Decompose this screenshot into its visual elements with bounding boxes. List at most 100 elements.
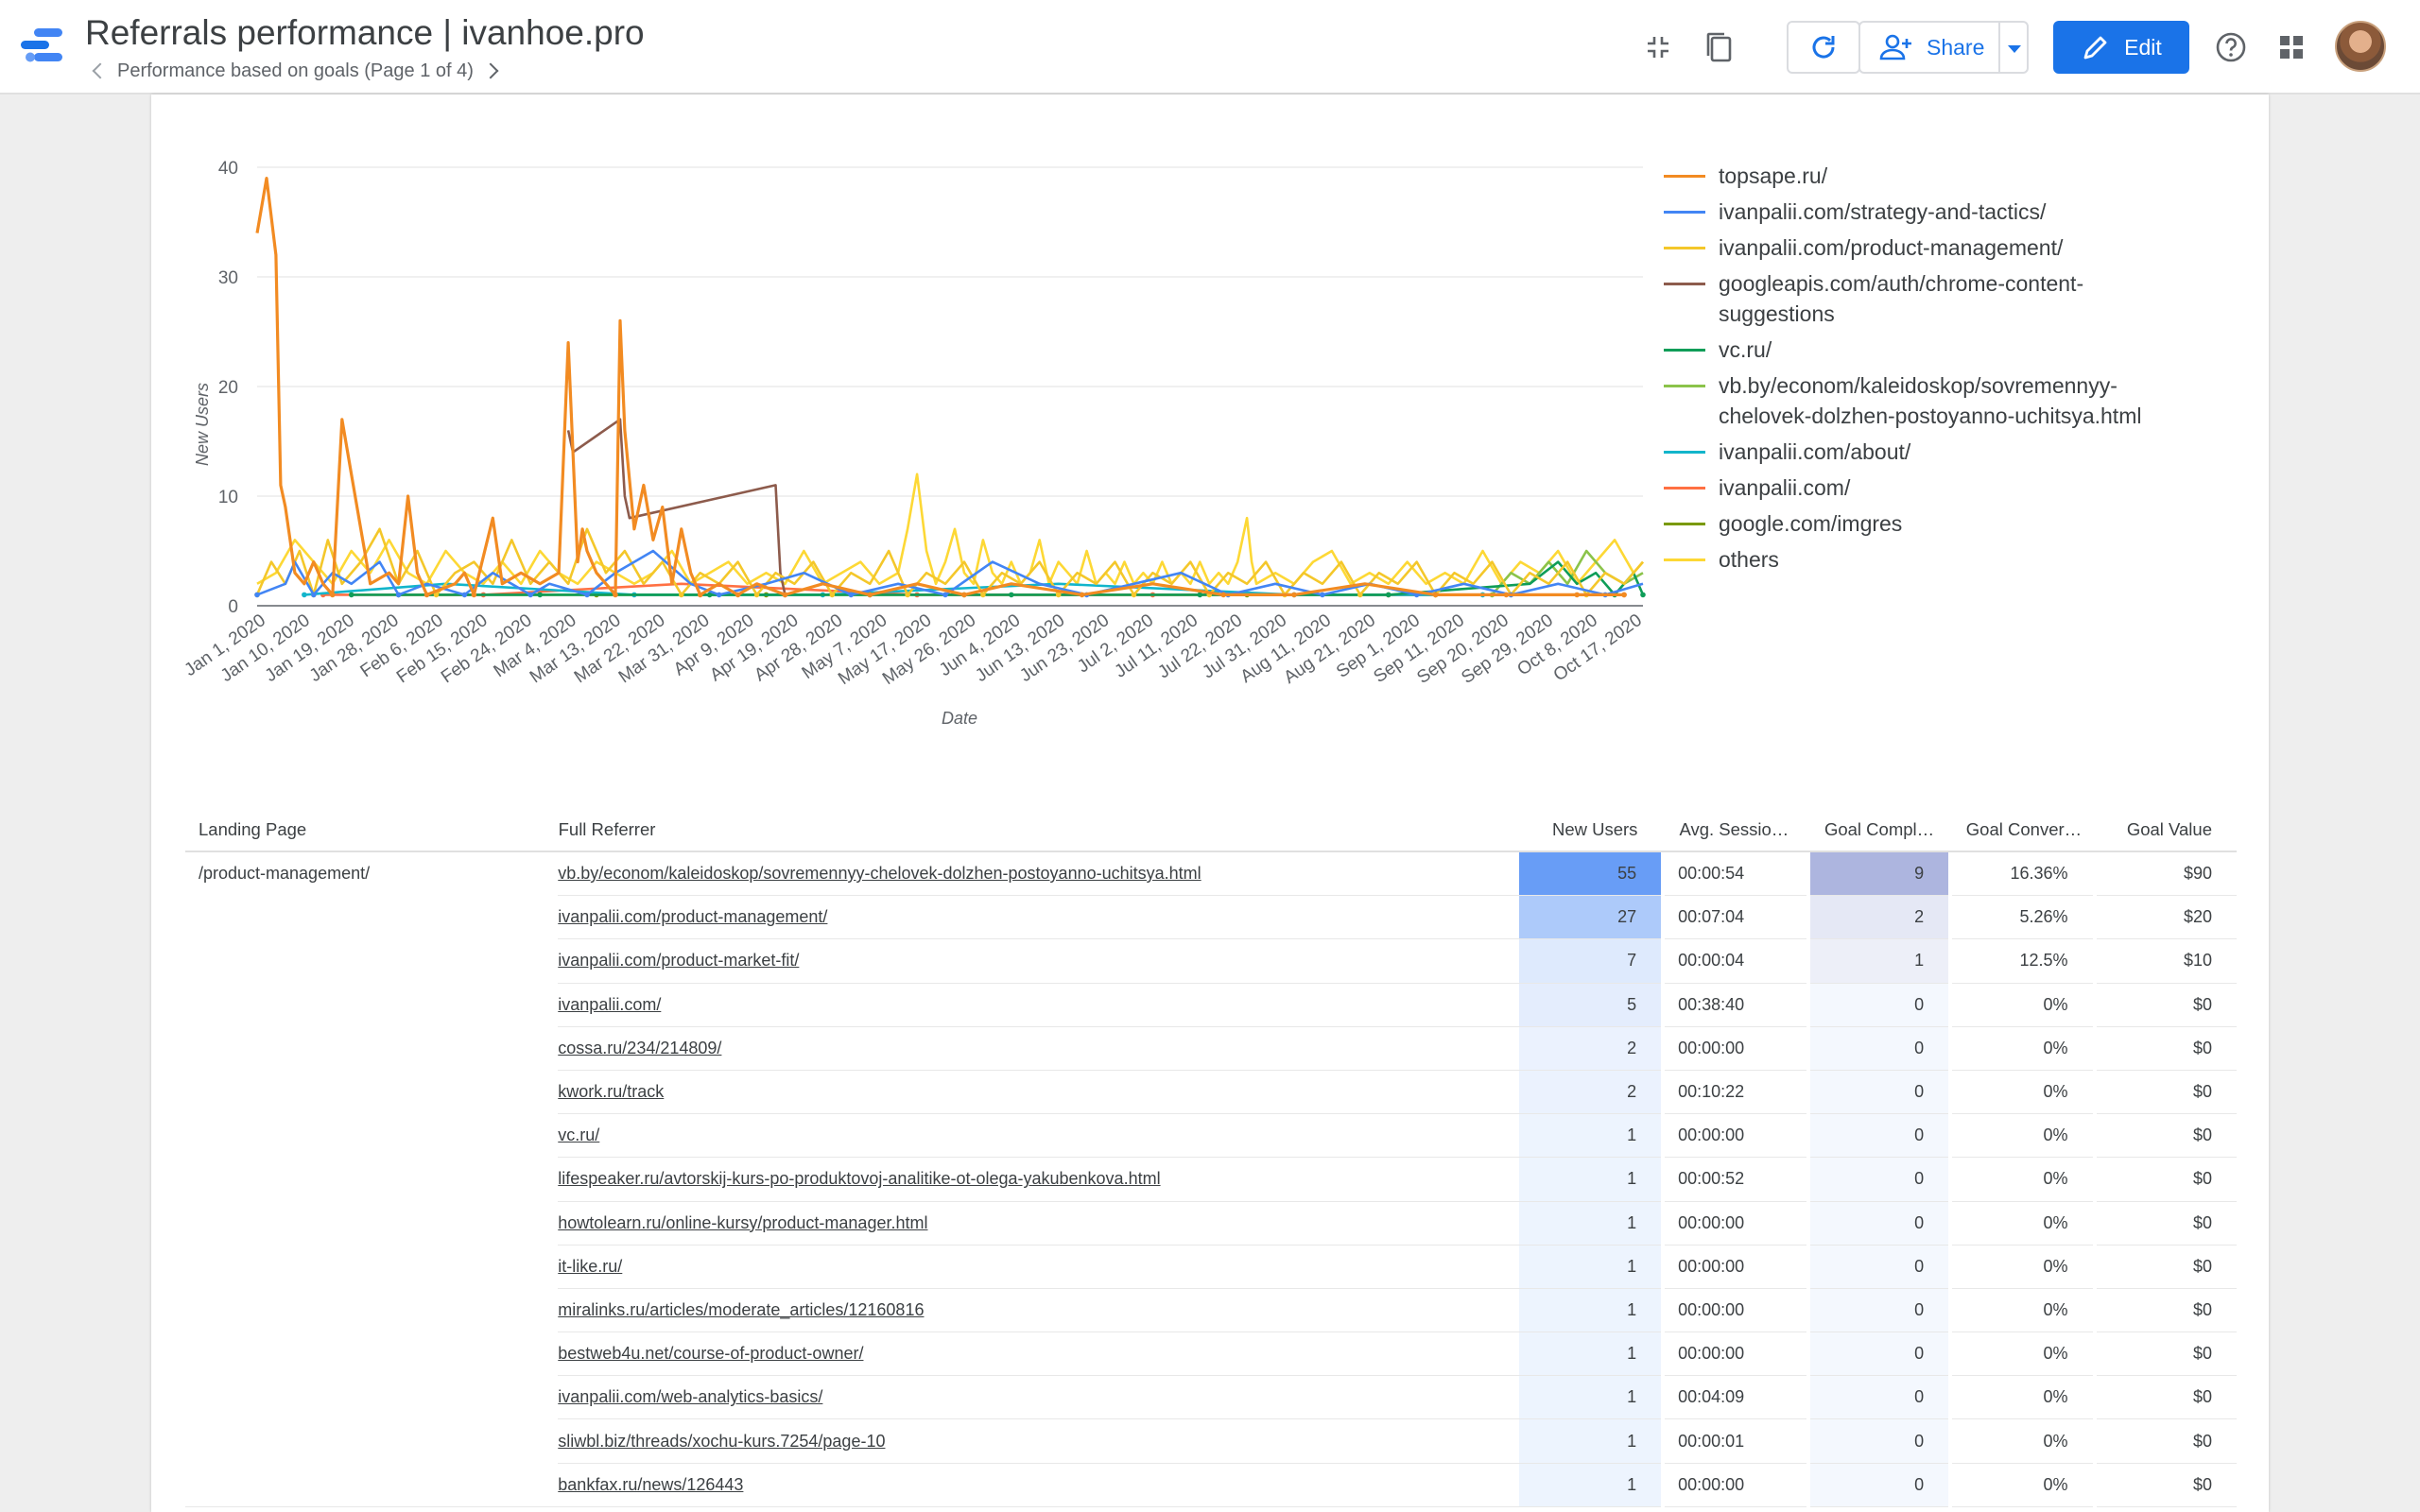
referrer-link[interactable]: it-like.ru/: [558, 1256, 623, 1276]
copy-report-icon[interactable]: [1696, 25, 1741, 70]
referrer-link[interactable]: kwork.ru/track: [558, 1082, 665, 1102]
exit-fullscreen-icon[interactable]: [1635, 25, 1681, 70]
table-row[interactable]: howtolearn.ru/online-kursy/product-manag…: [185, 1201, 2237, 1246]
column-header-full-referrer[interactable]: Full Referrer: [558, 819, 656, 839]
column-header-landing-page[interactable]: Landing Page: [199, 819, 307, 839]
table-row[interactable]: /product-management/vb.by/econom/kaleido…: [185, 852, 2237, 897]
table-row[interactable]: cossa.ru/234/214809/2 00:00:00 0 0% $0: [185, 1026, 2237, 1071]
legend-label: vc.ru/: [1719, 337, 1772, 362]
data-point: [311, 592, 317, 598]
referrer-cell: bankfax.ru/news/126443: [558, 1464, 1519, 1507]
report-canvas: 0 10 20 30 40 Jan 1, 2020 Jan 10, 2020 Jan 19, …: [151, 94, 2269, 1512]
table-row[interactable]: ivanpalii.com/5 00:38:40 0 0% $0: [185, 983, 2237, 1027]
apps-grid-icon[interactable]: [2269, 25, 2314, 70]
table-row[interactable]: lifespeaker.ru/avtorskij-kurs-po-produkt…: [185, 1158, 2237, 1202]
referrer-link[interactable]: ivanpalii.com/: [558, 994, 662, 1014]
referrer-link[interactable]: bestweb4u.net/course-of-product-owner/: [558, 1344, 864, 1364]
column-header-new-users[interactable]: New Users: [1551, 819, 1638, 839]
landing-page-cell: [185, 1027, 558, 1071]
data-point: [395, 592, 402, 598]
referrer-link[interactable]: ivanpalii.com/web-analytics-basics/: [558, 1387, 823, 1407]
landing-page-cell: [185, 984, 558, 1027]
page-navigator: Performance based on goals (Page 1 of 4): [85, 59, 508, 83]
table-row[interactable]: bankfax.ru/news/126443 1 00:00:00 0 0% $0: [185, 1463, 2237, 1507]
pencil-icon: [2083, 36, 2107, 60]
column-header-avg-session-duration[interactable]: Avg. Sessio…: [1679, 819, 1789, 839]
legend-swatch: [1664, 558, 1705, 561]
goal-conversion-rate-cell: 0%: [1952, 1027, 2093, 1071]
referrer-link[interactable]: cossa.ru/234/214809/: [558, 1038, 722, 1057]
share-dropdown-arrow-icon[interactable]: [2000, 23, 2027, 72]
column-header-goal-value[interactable]: Goal Value: [2126, 819, 2212, 839]
data-point: [848, 592, 855, 598]
referrer-cell: ivanpalii.com/product-market-fit/: [558, 939, 1519, 984]
avatar[interactable]: [2335, 21, 2386, 72]
data-point: [1291, 592, 1297, 598]
table-row[interactable]: ivanpalii.com/product-management/27 00:07…: [185, 896, 2237, 940]
legend-item[interactable]: vc.ru/: [1664, 335, 2193, 365]
data-studio-logo-icon[interactable]: [21, 25, 66, 70]
table-row[interactable]: kwork.ru/track 2 00:10:22 0 0% $0: [185, 1070, 2237, 1115]
landing-page-cell: [185, 1114, 558, 1158]
column-header-goal-completions[interactable]: Goal Compl…: [1824, 819, 1935, 839]
legend-item[interactable]: ivanpalii.com/about/: [1664, 437, 2193, 467]
avg-session-duration-cell: 00:00:54: [1665, 852, 1806, 897]
data-point: [1009, 592, 1014, 598]
goal-value-cell: $0: [2096, 1027, 2237, 1071]
goal-value-cell: $10: [2096, 939, 2237, 984]
referrer-link[interactable]: miralinks.ru/articles/moderate_articles/…: [558, 1299, 925, 1319]
referrer-cell: lifespeaker.ru/avtorskij-kurs-po-produkt…: [558, 1158, 1519, 1202]
table-header: Landing Page Full Referrer New Users Avg…: [185, 809, 2237, 852]
new-users-cell: 27: [1518, 896, 1662, 940]
data-point: [584, 592, 590, 598]
referrer-cell: sliwbl.biz/threads/xochu-kurs.7254/page-…: [558, 1419, 1519, 1464]
legend-item[interactable]: ivanpalii.com/: [1664, 472, 2193, 503]
referrer-link[interactable]: lifespeaker.ru/avtorskij-kurs-po-produkt…: [558, 1169, 1161, 1189]
goal-conversion-rate-cell: 0%: [1952, 1376, 2093, 1420]
referrer-link[interactable]: sliwbl.biz/threads/xochu-kurs.7254/page-…: [558, 1431, 886, 1451]
legend-item[interactable]: ivanpalii.com/strategy-and-tactics/: [1664, 197, 2193, 227]
goal-conversion-rate-cell: 0%: [1952, 1158, 2093, 1202]
legend-item[interactable]: googleapis.com/auth/chrome-content-sugge…: [1664, 268, 2193, 329]
goal-value-cell: $0: [2096, 1246, 2237, 1289]
legend-item[interactable]: google.com/imgres: [1664, 508, 2193, 539]
referrer-link[interactable]: bankfax.ru/news/126443: [558, 1474, 744, 1494]
share-button[interactable]: Share: [1860, 23, 2001, 72]
legend-swatch: [1664, 385, 1705, 387]
table-row[interactable]: sliwbl.biz/threads/xochu-kurs.7254/page-…: [185, 1419, 2237, 1464]
data-point: [1320, 592, 1325, 598]
data-point: [302, 592, 307, 598]
legend-item[interactable]: topsape.ru/: [1664, 161, 2193, 191]
goal-value-cell: $0: [2096, 1376, 2237, 1420]
legend-swatch: [1664, 487, 1705, 490]
landing-page-cell: [185, 1158, 558, 1201]
goal-conversion-rate-cell: 0%: [1952, 1202, 2093, 1246]
referrer-link[interactable]: vb.by/econom/kaleidoskop/sovremennyy-che…: [558, 864, 1201, 884]
new-users-cell: 1: [1518, 1201, 1662, 1246]
goal-conversion-rate-cell: 0%: [1952, 1464, 2093, 1507]
column-header-goal-conversion-rate[interactable]: Goal Conver…: [1965, 819, 2083, 839]
referrer-link[interactable]: vc.ru/: [558, 1125, 600, 1145]
table-row[interactable]: ivanpalii.com/web-analytics-basics/1 00:0…: [185, 1376, 2237, 1420]
referrer-link[interactable]: ivanpalii.com/product-management/: [558, 907, 828, 927]
legend-item[interactable]: vb.by/econom/kaleidoskop/sovremennyy-che…: [1664, 370, 2193, 431]
legend-swatch: [1664, 451, 1705, 454]
table-row[interactable]: ivanpalii.com/product-market-fit/7 00:00:…: [185, 939, 2237, 984]
goal-completions-cell: 9: [1809, 852, 1949, 897]
referrer-link[interactable]: ivanpalii.com/product-market-fit/: [558, 951, 800, 971]
edit-button[interactable]: Edit: [2053, 21, 2189, 74]
next-page-icon[interactable]: [479, 59, 508, 83]
table-row[interactable]: it-like.ru/1 00:00:00 0 0% $0: [185, 1245, 2237, 1289]
help-icon[interactable]: [2208, 25, 2254, 70]
table-row[interactable]: miralinks.ru/articles/moderate_articles/…: [185, 1288, 2237, 1333]
table-row[interactable]: bestweb4u.net/course-of-product-owner/1 0…: [185, 1332, 2237, 1377]
previous-page-icon[interactable]: [85, 59, 113, 83]
legend-item[interactable]: ivanpalii.com/product-management/: [1664, 232, 2193, 263]
legend-item[interactable]: others: [1664, 544, 2193, 575]
table-row[interactable]: vc.ru/1 00:00:00 0 0% $0: [185, 1114, 2237, 1159]
refresh-button[interactable]: [1787, 21, 1860, 74]
referrer-link[interactable]: howtolearn.ru/online-kursy/product-manag…: [558, 1212, 928, 1232]
referrer-cell: miralinks.ru/articles/moderate_articles/…: [558, 1289, 1519, 1333]
goal-completions-cell: 0: [1809, 1419, 1949, 1464]
page-label[interactable]: Performance based on goals (Page 1 of 4): [117, 60, 474, 81]
